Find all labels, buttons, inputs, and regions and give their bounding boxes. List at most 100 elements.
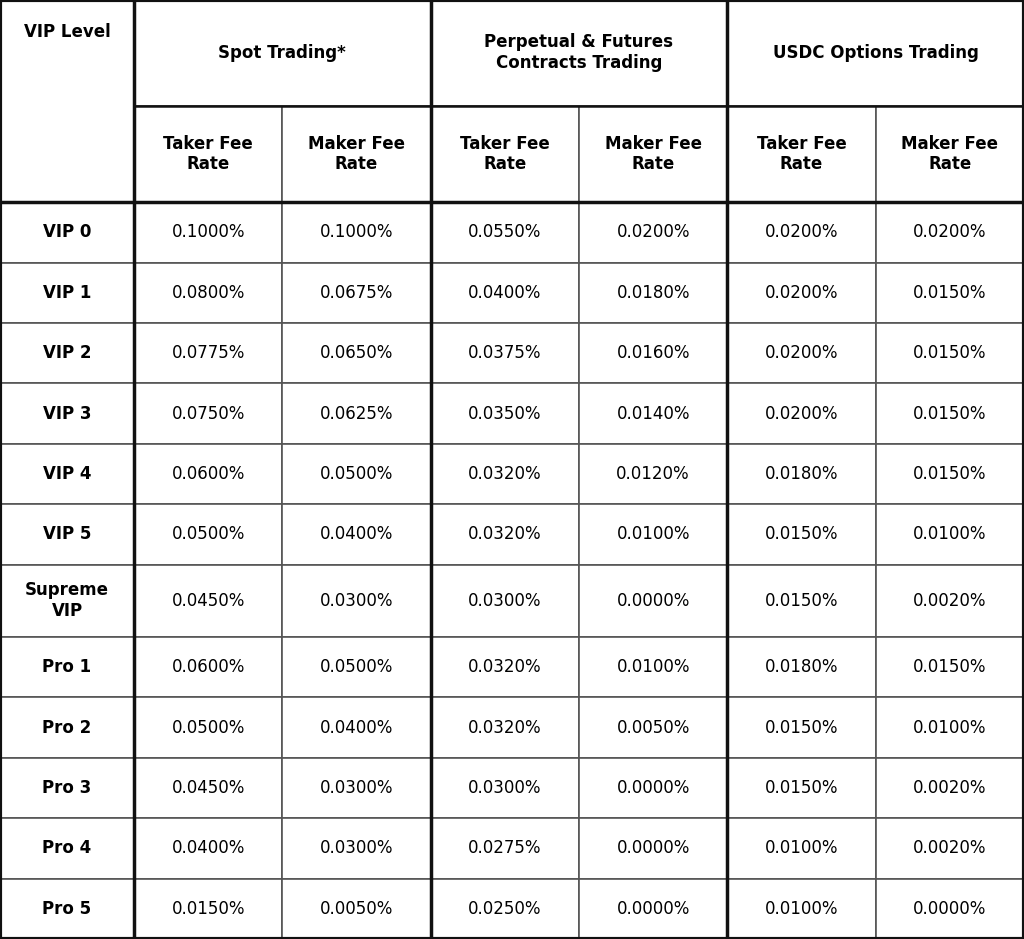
Text: 0.0000%: 0.0000% <box>616 839 690 857</box>
Bar <box>431 818 579 879</box>
Bar <box>283 202 431 263</box>
Bar <box>579 758 727 818</box>
Text: 0.0320%: 0.0320% <box>468 526 542 544</box>
Text: 0.0100%: 0.0100% <box>765 900 839 917</box>
Text: 0.0550%: 0.0550% <box>468 223 542 241</box>
Text: 0.0200%: 0.0200% <box>616 223 690 241</box>
Bar <box>727 383 876 444</box>
Bar <box>876 444 1024 504</box>
Text: VIP 3: VIP 3 <box>43 405 91 423</box>
Text: VIP 2: VIP 2 <box>43 345 91 362</box>
Text: Taker Fee
Rate: Taker Fee Rate <box>460 134 550 174</box>
Text: 0.0300%: 0.0300% <box>319 592 393 609</box>
Bar <box>876 323 1024 383</box>
Bar <box>134 0 431 106</box>
Text: Taker Fee
Rate: Taker Fee Rate <box>757 134 847 174</box>
Bar <box>727 818 876 879</box>
Bar <box>431 698 579 758</box>
Bar <box>134 504 283 564</box>
Bar <box>876 758 1024 818</box>
Bar <box>876 504 1024 564</box>
Bar <box>134 818 283 879</box>
Bar <box>0 0 134 202</box>
Bar <box>283 637 431 698</box>
Bar <box>876 818 1024 879</box>
Text: Taker Fee
Rate: Taker Fee Rate <box>163 134 253 174</box>
Bar <box>431 263 579 323</box>
Bar <box>431 637 579 698</box>
Bar <box>431 0 727 106</box>
Text: 0.0150%: 0.0150% <box>913 658 986 676</box>
Bar <box>134 698 283 758</box>
Bar <box>579 504 727 564</box>
Text: VIP 0: VIP 0 <box>43 223 91 241</box>
Bar <box>876 637 1024 698</box>
Bar <box>727 564 876 637</box>
Bar <box>283 263 431 323</box>
Text: 0.0200%: 0.0200% <box>913 223 986 241</box>
Text: Pro 2: Pro 2 <box>42 718 91 737</box>
Text: 0.0275%: 0.0275% <box>468 839 542 857</box>
Bar <box>431 202 579 263</box>
Text: 0.0100%: 0.0100% <box>913 718 986 737</box>
Text: 0.0400%: 0.0400% <box>468 284 542 301</box>
Text: Perpetual & Futures
Contracts Trading: Perpetual & Futures Contracts Trading <box>484 34 674 72</box>
Bar <box>134 263 283 323</box>
Text: Maker Fee
Rate: Maker Fee Rate <box>604 134 701 174</box>
Bar <box>283 818 431 879</box>
Text: 0.0250%: 0.0250% <box>468 900 542 917</box>
Text: VIP 4: VIP 4 <box>43 465 91 483</box>
Text: 0.0100%: 0.0100% <box>616 526 690 544</box>
Bar <box>0 202 134 263</box>
Text: 0.0150%: 0.0150% <box>913 345 986 362</box>
Bar <box>431 323 579 383</box>
Text: 0.0140%: 0.0140% <box>616 405 690 423</box>
Bar <box>134 758 283 818</box>
Bar <box>431 879 579 939</box>
Text: 0.0675%: 0.0675% <box>319 284 393 301</box>
Text: 0.0775%: 0.0775% <box>171 345 245 362</box>
Bar <box>727 0 1024 106</box>
Text: 0.0600%: 0.0600% <box>171 658 245 676</box>
Bar <box>283 504 431 564</box>
Text: Supreme
VIP: Supreme VIP <box>25 581 109 621</box>
Bar <box>727 444 876 504</box>
Text: 0.0320%: 0.0320% <box>468 465 542 483</box>
Text: 0.0320%: 0.0320% <box>468 718 542 737</box>
Bar <box>727 698 876 758</box>
Bar <box>0 383 134 444</box>
Bar <box>134 202 283 263</box>
Bar <box>727 202 876 263</box>
Text: Maker Fee
Rate: Maker Fee Rate <box>308 134 404 174</box>
Bar <box>876 106 1024 202</box>
Text: VIP Level: VIP Level <box>24 23 111 41</box>
Text: 0.0450%: 0.0450% <box>171 779 245 797</box>
Text: 0.0300%: 0.0300% <box>319 839 393 857</box>
Bar <box>283 106 431 202</box>
Bar <box>0 637 134 698</box>
Text: 0.0150%: 0.0150% <box>913 284 986 301</box>
Text: 0.0150%: 0.0150% <box>765 779 839 797</box>
Bar <box>876 564 1024 637</box>
Bar <box>134 879 283 939</box>
Text: 0.0600%: 0.0600% <box>171 465 245 483</box>
Text: 0.1000%: 0.1000% <box>319 223 393 241</box>
Bar <box>0 758 134 818</box>
Text: 0.0350%: 0.0350% <box>468 405 542 423</box>
Bar <box>727 106 876 202</box>
Text: 0.0500%: 0.0500% <box>319 465 393 483</box>
Text: 0.0050%: 0.0050% <box>319 900 393 917</box>
Bar <box>727 504 876 564</box>
Bar <box>876 698 1024 758</box>
Bar <box>727 758 876 818</box>
Text: 0.0000%: 0.0000% <box>616 900 690 917</box>
Text: Pro 4: Pro 4 <box>42 839 91 857</box>
Text: 0.0150%: 0.0150% <box>765 592 839 609</box>
Bar <box>0 564 134 637</box>
Bar <box>431 758 579 818</box>
Bar <box>0 698 134 758</box>
Bar <box>0 818 134 879</box>
Bar <box>431 564 579 637</box>
Text: 0.0375%: 0.0375% <box>468 345 542 362</box>
Bar <box>579 698 727 758</box>
